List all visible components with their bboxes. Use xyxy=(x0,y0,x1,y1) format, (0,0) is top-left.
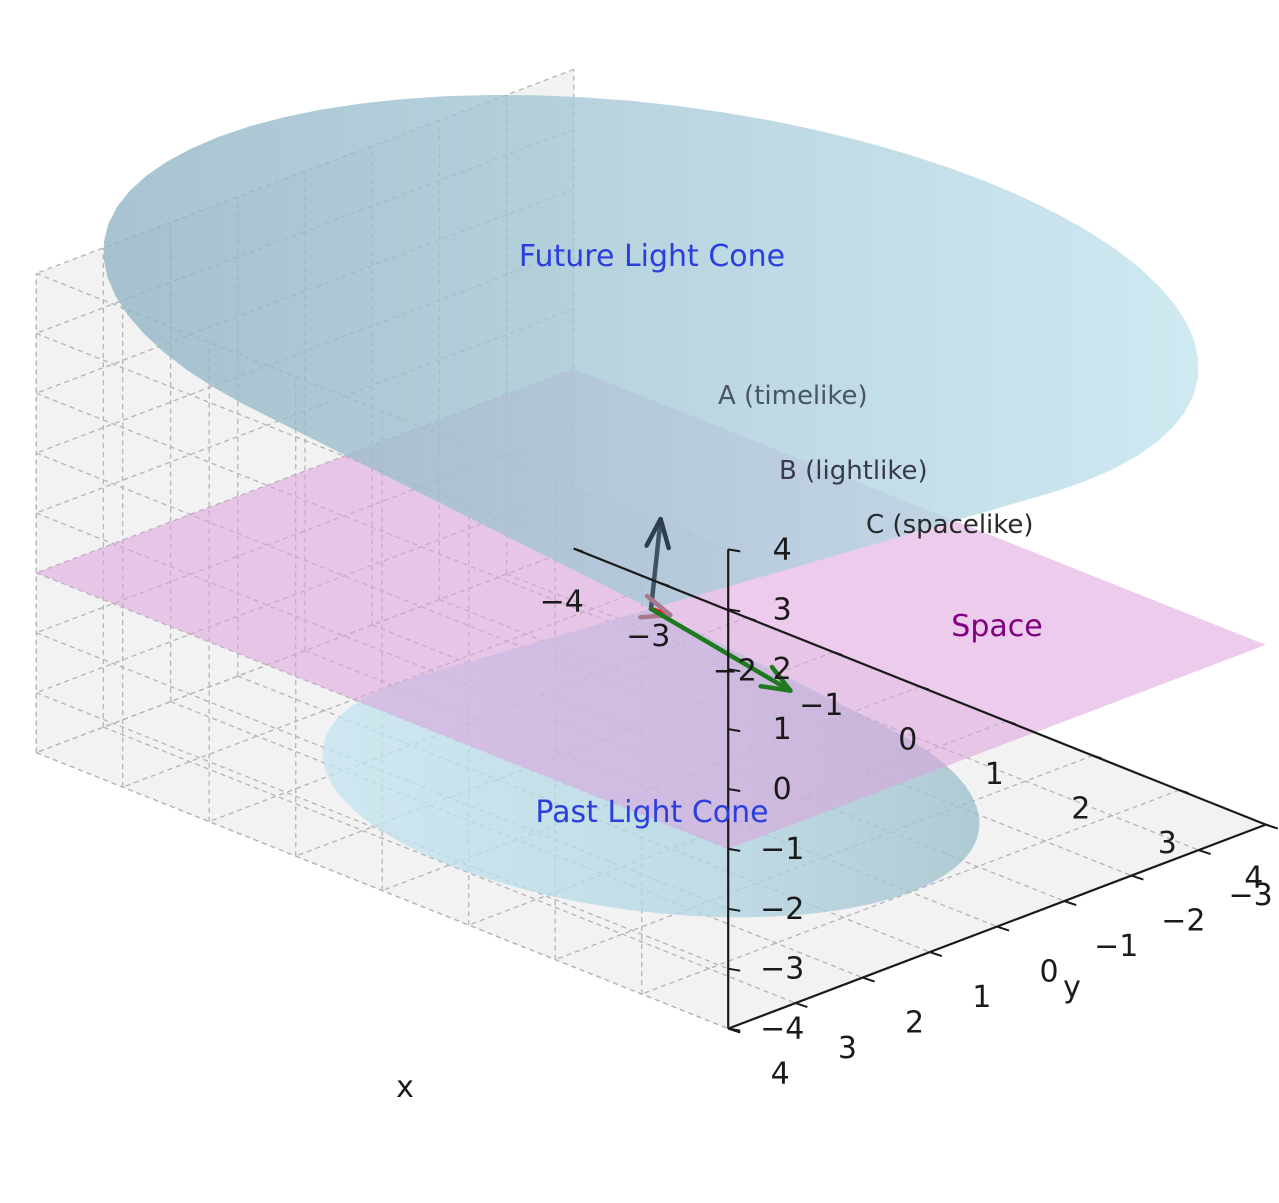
gridline xyxy=(35,751,729,1030)
y-tick xyxy=(862,976,875,983)
gridline xyxy=(35,188,575,394)
vector-b-label: B (lightlike) xyxy=(779,456,928,486)
x-tick-label: −2 xyxy=(713,654,757,689)
y-tick xyxy=(727,1027,741,1034)
y-tick xyxy=(795,1002,808,1009)
z-tick xyxy=(728,847,741,852)
x-tick xyxy=(1265,823,1276,829)
x-tick-label: 2 xyxy=(1071,792,1090,827)
x-tick-label: 1 xyxy=(985,757,1004,792)
y-tick xyxy=(1198,849,1211,856)
x-tick xyxy=(573,547,584,553)
x-tick-label: 3 xyxy=(1158,826,1177,861)
y-tick xyxy=(929,951,943,958)
space-label: Space xyxy=(951,609,1042,644)
vector-c-shaft xyxy=(648,606,793,693)
z-tick xyxy=(728,548,741,553)
z-tick xyxy=(728,967,741,972)
y-tick-label: 0 xyxy=(1039,955,1058,990)
x-tick xyxy=(1092,754,1103,760)
vector-a-label: A (timelike) xyxy=(718,381,868,411)
x-tick xyxy=(1178,789,1189,795)
y-tick xyxy=(1063,900,1077,907)
x-tick xyxy=(919,685,930,691)
vector-a-shaft xyxy=(648,516,663,612)
y-tick-label: 2 xyxy=(905,1006,924,1041)
past-cone-label: Past Light Cone xyxy=(535,795,768,830)
gridline xyxy=(35,248,575,454)
vector-c-head xyxy=(758,664,793,693)
y-tick-label: −3 xyxy=(1228,878,1272,913)
z-tick-label: 1 xyxy=(773,712,792,747)
z-tick-label: −4 xyxy=(760,1012,804,1047)
gridline xyxy=(35,488,575,694)
vector-b-head xyxy=(638,593,673,620)
x-tick-label: 0 xyxy=(898,723,917,758)
y-tick-label: −2 xyxy=(1161,904,1205,939)
z-tick-label: −2 xyxy=(760,892,804,927)
gridline xyxy=(35,547,575,754)
y-tick-label: 1 xyxy=(972,980,991,1015)
future-cone-label: Future Light Cone xyxy=(519,239,785,274)
x-tick xyxy=(746,616,757,622)
z-tick xyxy=(728,728,741,733)
future-light-cone-surface xyxy=(103,95,1199,609)
y-tick-label: 3 xyxy=(838,1031,857,1066)
x-tick-label: 4 xyxy=(1244,861,1263,896)
z-tick xyxy=(728,668,741,673)
z-tick-label: 4 xyxy=(773,532,792,567)
z-tick-label: 0 xyxy=(773,772,792,807)
gridline xyxy=(554,754,1094,961)
future-cone-body xyxy=(103,95,1199,609)
gridline xyxy=(122,582,661,788)
axis-lines xyxy=(573,547,1279,1034)
y-tick xyxy=(1131,874,1144,881)
vectors xyxy=(638,516,793,693)
z-tick xyxy=(728,907,741,912)
z-tick-label: −3 xyxy=(760,952,804,987)
y-tick-label: −1 xyxy=(1094,929,1138,964)
x-tick xyxy=(832,651,843,657)
x-tick-label: −3 xyxy=(626,619,670,654)
x-axis-label: x xyxy=(396,1070,414,1105)
x-tick-label: −1 xyxy=(799,688,843,723)
gridline xyxy=(641,789,1180,995)
x-tick-label: −4 xyxy=(540,585,584,620)
gridline xyxy=(35,308,575,514)
z-tick-label: 3 xyxy=(773,592,792,627)
z-tick xyxy=(728,608,741,613)
y-tick xyxy=(996,925,1010,932)
z-tick-label: 2 xyxy=(773,652,792,687)
z-tick xyxy=(728,788,741,792)
vector-a-head xyxy=(644,516,671,551)
vector-c-label: C (spacelike) xyxy=(866,510,1034,540)
z-tick-label: −1 xyxy=(760,832,804,867)
y-axis-label: y xyxy=(1063,970,1081,1005)
x-tick xyxy=(659,582,670,588)
y-tick-label: 4 xyxy=(771,1057,790,1092)
x-tick xyxy=(1005,720,1016,726)
gridline xyxy=(208,616,748,823)
